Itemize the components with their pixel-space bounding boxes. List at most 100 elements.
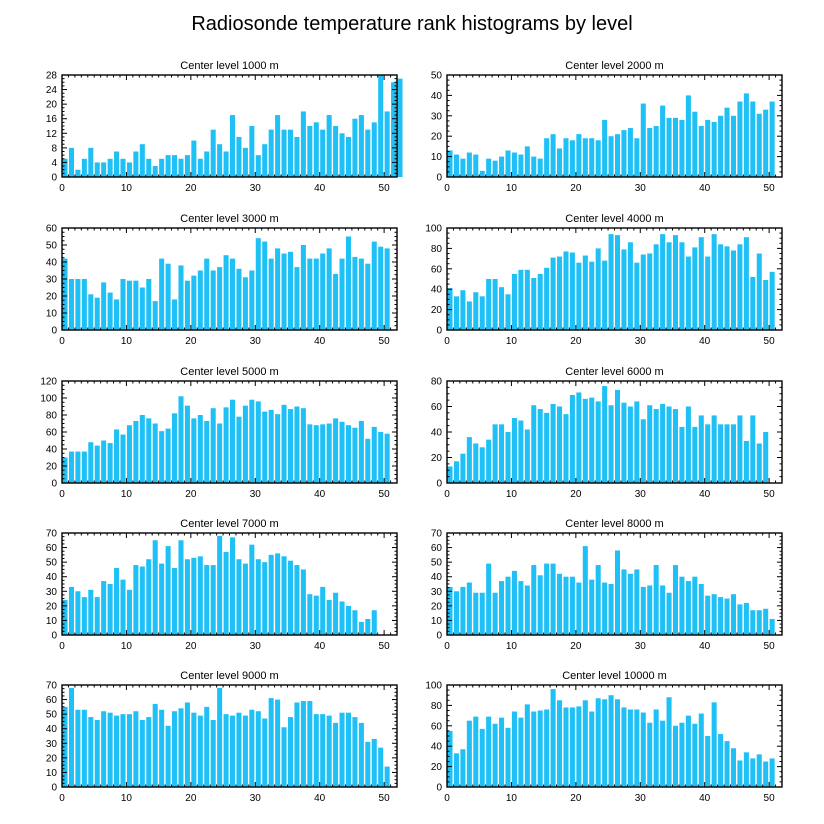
histogram-bar: [589, 579, 595, 635]
histogram-bar: [653, 126, 659, 177]
histogram-bar: [647, 128, 653, 177]
y-tick-label: 20: [431, 601, 443, 612]
histogram-bar: [249, 399, 255, 483]
histogram-bar: [763, 432, 769, 483]
histogram-bar: [107, 158, 113, 177]
histogram-bar: [365, 263, 371, 330]
histogram-panel: Center level 1000 m 0 10 20 30 40 50 0 4 8 12 16 20 2…: [46, 60, 403, 194]
histogram-bar: [268, 258, 274, 330]
histogram-bar: [718, 597, 724, 635]
histogram-bar: [718, 424, 724, 483]
x-tick-label: 40: [699, 641, 711, 652]
histogram-bar: [159, 709, 165, 787]
histogram-bar: [133, 151, 139, 177]
y-tick-label: 40: [431, 428, 443, 439]
histogram-bar: [602, 386, 608, 483]
histogram-bar: [146, 418, 152, 483]
x-tick-label: 50: [764, 489, 776, 500]
histogram-bar: [107, 292, 113, 330]
histogram-bar: [466, 437, 472, 483]
histogram-bar: [371, 738, 377, 787]
x-tick-label: 10: [506, 793, 518, 804]
histogram-bar: [621, 569, 627, 635]
x-tick-label: 20: [185, 641, 197, 652]
x-tick-label: 50: [379, 336, 391, 347]
histogram-bar: [172, 567, 178, 635]
y-tick-label: 60: [46, 224, 58, 235]
x-tick-label: 40: [314, 793, 326, 804]
y-tick-label: 40: [431, 742, 443, 753]
histogram-bar: [352, 610, 358, 635]
x-tick-label: 40: [699, 793, 711, 804]
histogram-bar: [666, 697, 672, 787]
histogram-bar: [763, 761, 769, 787]
histogram-bar: [705, 424, 711, 483]
histogram-bar: [326, 715, 332, 787]
histogram-bar: [114, 567, 120, 635]
y-tick-label: 30: [46, 587, 58, 598]
histogram-bar: [492, 160, 498, 177]
y-tick-label: 8: [51, 143, 57, 154]
x-tick-label: 20: [570, 336, 582, 347]
histogram-bar: [518, 154, 524, 177]
histogram-bar: [152, 423, 158, 483]
histogram-bar: [165, 428, 171, 483]
histogram-bar: [94, 719, 100, 787]
histogram-bar: [711, 702, 717, 787]
histogram-bar: [326, 248, 332, 330]
histogram-bar: [453, 753, 459, 787]
histogram-bar: [557, 256, 563, 330]
x-tick-label: 0: [59, 793, 65, 804]
histogram-bar: [172, 299, 178, 330]
histogram-bar: [75, 451, 81, 483]
histogram-bar: [730, 115, 736, 177]
histogram-bar: [275, 699, 281, 787]
histogram-bar: [68, 147, 74, 177]
histogram-bar: [242, 277, 248, 330]
histogram-bar: [178, 396, 184, 483]
histogram-bar: [537, 710, 543, 787]
histogram-bar: [705, 256, 711, 330]
y-tick-label: 60: [46, 695, 58, 706]
histogram-bar: [743, 752, 749, 787]
histogram-bar: [473, 592, 479, 635]
histogram-bar: [320, 424, 326, 483]
y-tick-label: 100: [425, 681, 442, 692]
histogram-bar: [511, 711, 517, 787]
histogram-bar: [178, 540, 184, 635]
histogram-bar: [685, 406, 691, 483]
y-tick-label: 50: [431, 71, 443, 82]
x-tick-label: 10: [506, 641, 518, 652]
histogram-bar: [453, 296, 459, 330]
y-tick-label: 0: [51, 326, 57, 337]
y-tick-label: 60: [46, 428, 58, 439]
histogram-bar: [563, 576, 569, 635]
histogram-bar: [223, 407, 229, 483]
y-tick-label: 80: [431, 701, 443, 712]
histogram-bar: [320, 714, 326, 787]
histogram-bar: [107, 584, 113, 635]
histogram-bar: [621, 249, 627, 330]
histogram-bar: [576, 582, 582, 635]
histogram-bar: [217, 144, 223, 177]
histogram-bar: [345, 712, 351, 787]
histogram-bar: [518, 717, 524, 787]
histogram-bar: [159, 158, 165, 177]
histogram-bar: [492, 592, 498, 635]
histogram-bar: [81, 597, 87, 635]
panel-title: Center level 3000 m: [180, 213, 278, 225]
y-tick-label: 28: [46, 71, 58, 82]
histogram-bar: [126, 714, 132, 787]
histogram-bar: [473, 716, 479, 787]
histogram-bar: [210, 408, 216, 483]
histogram-bar: [62, 706, 68, 787]
histogram-bar: [737, 415, 743, 483]
histogram-bar: [75, 279, 81, 330]
histogram-bar: [627, 709, 633, 787]
histogram-bar: [339, 601, 345, 635]
histogram-bar: [550, 257, 556, 330]
histogram-bar: [120, 279, 126, 330]
histogram-bar: [101, 581, 107, 635]
histogram-bar: [743, 602, 749, 635]
histogram-bar: [660, 403, 666, 483]
